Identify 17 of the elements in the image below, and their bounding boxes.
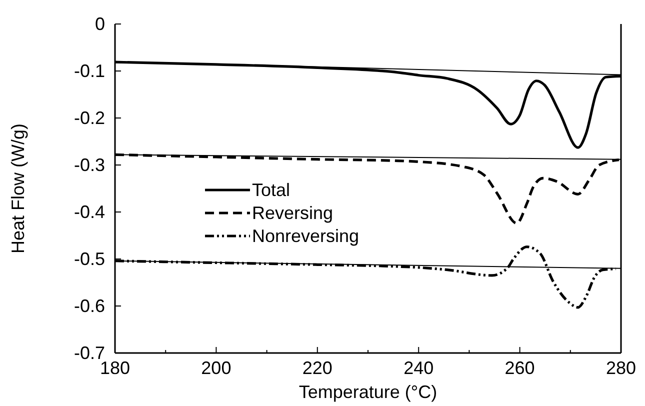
legend-label: Reversing [252,203,334,223]
y-tick-label: -0.2 [74,108,105,128]
x-tick-label: 260 [504,358,535,378]
x-tick-label: 220 [302,358,332,378]
y-tick-label: -0.3 [74,155,105,175]
x-tick-label: 280 [606,358,636,378]
x-tick-label: 200 [201,358,232,378]
y-axis-title: Heat Flow (W/g) [8,123,28,254]
y-tick-label: -0.5 [74,249,105,269]
legend-label: Nonreversing [252,226,360,246]
x-axis-title: Temperature (°C) [298,382,438,402]
y-tick-label: 0 [94,14,105,34]
y-tick-label: -0.1 [74,61,105,81]
y-tick-label: -0.4 [74,202,105,222]
y-tick-label: -0.6 [74,296,105,316]
x-tick-label: 240 [404,358,434,378]
legend-label: Total [252,180,290,200]
